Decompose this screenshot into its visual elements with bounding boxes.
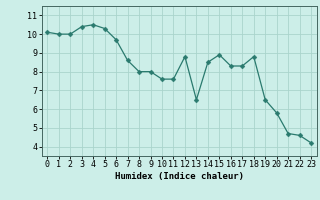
X-axis label: Humidex (Indice chaleur): Humidex (Indice chaleur) <box>115 172 244 181</box>
